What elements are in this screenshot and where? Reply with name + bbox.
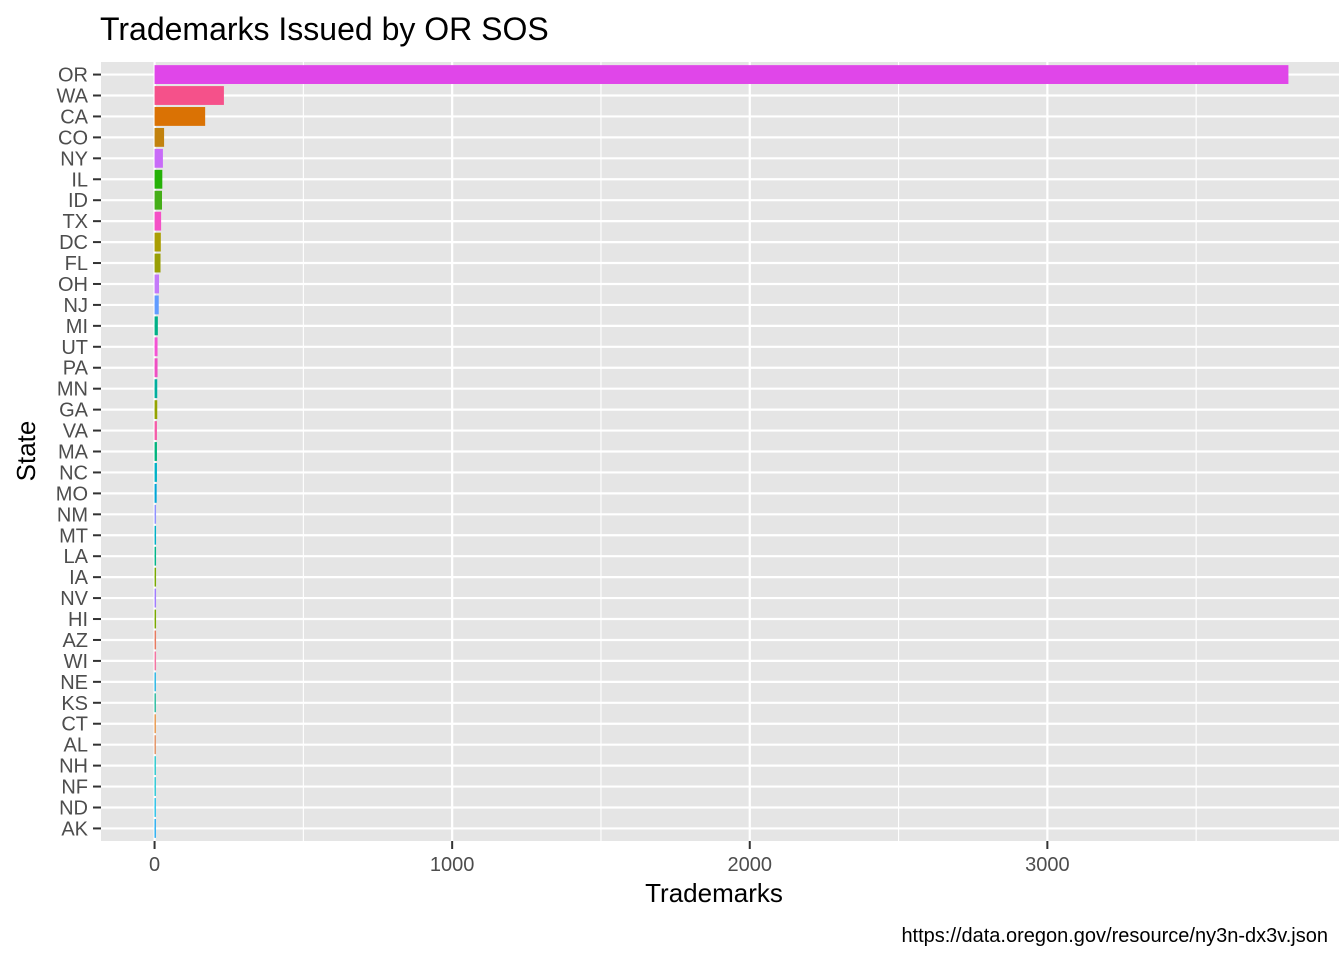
bar-ca xyxy=(154,107,206,126)
y-tick-label: MI xyxy=(66,316,88,338)
y-tick-label: NC xyxy=(59,462,88,484)
y-tick-label: NF xyxy=(61,777,88,799)
y-tick-label: ID xyxy=(68,190,88,212)
y-tick-label: ND xyxy=(59,797,88,819)
y-tick-label: NE xyxy=(60,672,88,694)
bar-mo xyxy=(154,483,157,503)
y-tick-label: FL xyxy=(65,253,88,275)
y-tick-label: WA xyxy=(57,86,89,108)
bar-mt xyxy=(154,525,157,545)
y-tick-label: NV xyxy=(60,588,88,610)
bar-nv xyxy=(154,588,157,608)
y-tick-label: LA xyxy=(64,546,89,568)
bar-az xyxy=(154,630,157,650)
y-tick-label: DC xyxy=(59,232,88,254)
chart-title: Trademarks Issued by OR SOS xyxy=(100,11,549,47)
bar-wi xyxy=(154,651,157,671)
y-tick-label: NJ xyxy=(64,295,88,317)
bar-ga xyxy=(154,400,158,420)
bar-pa xyxy=(154,358,158,378)
x-tick-label: 1000 xyxy=(430,854,475,876)
bar-dc xyxy=(154,232,161,252)
bar-nj xyxy=(154,295,159,315)
bar-mn xyxy=(154,379,158,399)
bar-id xyxy=(154,190,163,210)
y-tick-label: AK xyxy=(61,818,88,840)
bar-oh xyxy=(154,274,160,294)
y-tick-label: MN xyxy=(57,379,88,401)
y-tick-label: MT xyxy=(59,525,88,547)
bar-il xyxy=(154,169,163,189)
y-tick-label: IA xyxy=(69,567,89,589)
bar-ks xyxy=(154,693,156,713)
y-tick-label: PA xyxy=(63,358,89,380)
bar-nf xyxy=(154,777,156,796)
bar-fl xyxy=(154,253,161,273)
x-axis-title: Trademarks xyxy=(645,878,783,908)
bar-ma xyxy=(154,442,157,461)
y-tick-label: AZ xyxy=(62,630,88,652)
y-tick-label: UT xyxy=(61,337,88,359)
bar-nd xyxy=(154,798,156,817)
bar-wa xyxy=(154,86,224,105)
y-tick-label: VA xyxy=(63,421,89,443)
bar-la xyxy=(154,546,157,566)
y-tick-label: IL xyxy=(71,169,88,191)
bar-or xyxy=(154,65,1289,84)
y-tick-label: OR xyxy=(58,65,88,87)
y-tick-label: NY xyxy=(60,148,88,170)
y-tick-label: GA xyxy=(59,400,89,422)
bar-ut xyxy=(154,337,158,357)
y-tick-label: OH xyxy=(58,274,88,296)
bar-al xyxy=(154,735,156,755)
x-tick-label: 0 xyxy=(149,854,160,876)
y-tick-label: CT xyxy=(61,714,88,736)
x-tick-label: 3000 xyxy=(1025,854,1070,876)
y-axis: ORWACACONYILIDTXDCFLOHNJMIUTPAMNGAVAMANC… xyxy=(56,65,101,840)
y-axis-title: State xyxy=(11,421,41,482)
y-tick-label: MO xyxy=(56,483,88,505)
bar-nh xyxy=(154,756,156,776)
y-tick-label: NM xyxy=(57,504,88,526)
x-tick-label: 2000 xyxy=(728,854,773,876)
y-tick-label: AL xyxy=(64,735,88,757)
x-axis: 0 1000 2000 3000 xyxy=(149,841,1070,876)
bar-ak xyxy=(154,819,156,838)
y-tick-label: CA xyxy=(60,106,88,128)
y-tick-label: NH xyxy=(59,756,88,778)
bar-ne xyxy=(154,672,156,692)
bar-nc xyxy=(154,463,157,482)
bar-hi xyxy=(154,609,157,629)
bar-ny xyxy=(154,148,163,168)
y-tick-label: KS xyxy=(61,693,88,715)
y-tick-label: MA xyxy=(58,442,89,464)
y-tick-label: TX xyxy=(62,211,88,233)
bars xyxy=(154,65,1289,838)
y-tick-label: CO xyxy=(58,127,88,149)
bar-ia xyxy=(154,567,157,587)
y-tick-label: HI xyxy=(68,609,88,631)
bar-tx xyxy=(154,211,162,231)
chart-caption: https://data.oregon.gov/resource/ny3n-dx… xyxy=(901,925,1328,947)
bar-va xyxy=(154,421,157,440)
bar-co xyxy=(154,127,165,147)
bar-mi xyxy=(154,316,158,336)
bar-nm xyxy=(154,504,157,524)
y-tick-label: WI xyxy=(64,651,88,673)
bar-ct xyxy=(154,714,156,734)
